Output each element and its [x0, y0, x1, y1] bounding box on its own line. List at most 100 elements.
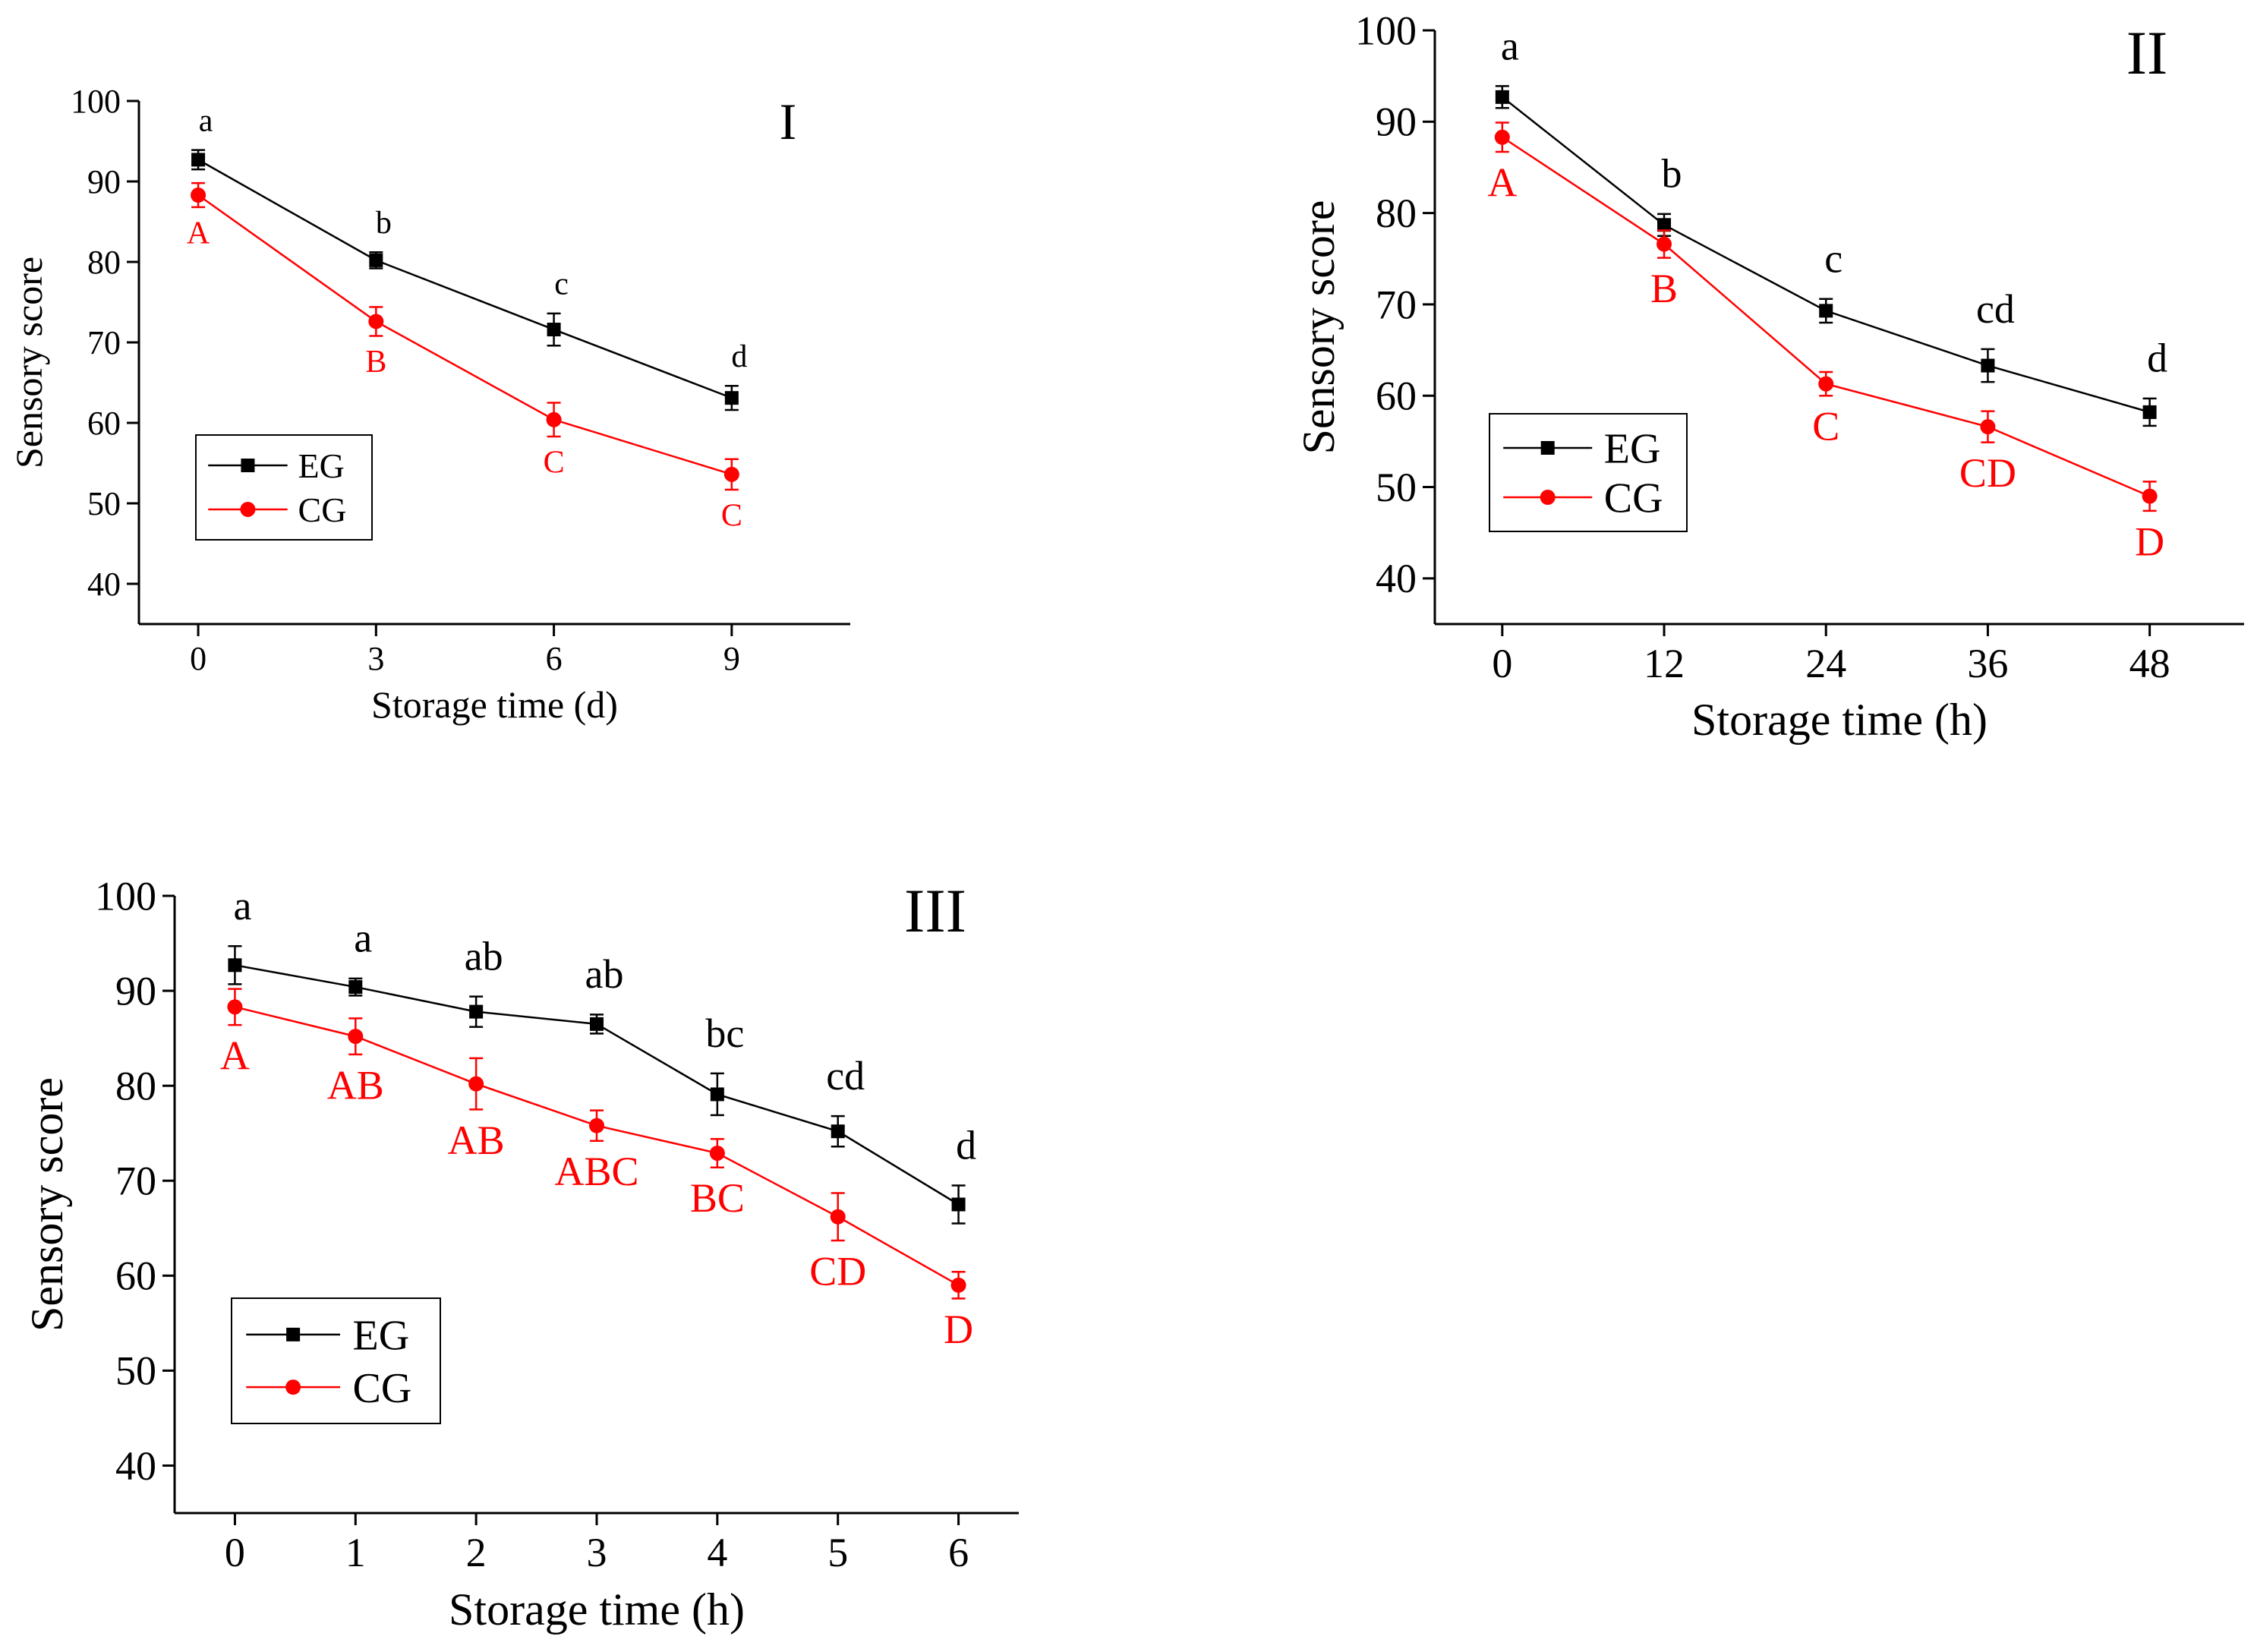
data-point-CG: [348, 1029, 364, 1045]
x-tick-label: 9: [723, 640, 740, 677]
y-tick-label: 100: [1355, 8, 1417, 53]
legend-marker-CG: [285, 1379, 301, 1395]
data-point-CG: [589, 1118, 604, 1133]
significance-letter: C: [1812, 404, 1839, 449]
chart-panel-1: 40 50 60 70 80 90 100 0 3 6 9 Storage time (d) Senso…: [8, 83, 850, 726]
data-point-CG: [2142, 488, 2158, 504]
y-tick-label: 100: [95, 873, 156, 919]
chart-panel-2: 40 50 60 70 80 90 100 0 12 24 36 48 Storage time (h)…: [1294, 8, 2244, 745]
y-tick-label: 50: [1376, 465, 1417, 510]
significance-letter: a: [233, 883, 251, 928]
significance-letter: c: [554, 267, 569, 302]
y-tick-label: 70: [115, 1159, 156, 1204]
significance-letter: D: [944, 1307, 973, 1352]
data-point-CG: [227, 999, 243, 1015]
x-tick-label: 1: [345, 1530, 366, 1575]
legend-box: [231, 1297, 441, 1424]
data-point-CG: [368, 314, 384, 329]
significance-letter: d: [956, 1122, 976, 1168]
series-line-EG: [197, 159, 733, 399]
significance-letter: A: [187, 216, 210, 251]
y-tick-label: 60: [1376, 374, 1417, 419]
significance-letter: b: [1662, 151, 1682, 197]
panel-label: I: [780, 93, 797, 150]
significance-letter: B: [1650, 266, 1678, 311]
y-tick-label: 60: [115, 1253, 156, 1299]
x-tick-label: 12: [1644, 641, 1685, 686]
legend-marker-EG: [286, 1327, 301, 1341]
data-point-EG: [2142, 405, 2157, 419]
series-line-CG: [235, 1006, 960, 1286]
significance-letter: C: [544, 445, 565, 480]
legend-marker-EG: [241, 459, 255, 473]
legend-label-CG: CG: [353, 1365, 412, 1412]
x-tick-label: 48: [2129, 641, 2170, 686]
significance-letter: bc: [705, 1010, 744, 1056]
data-point-EG: [191, 153, 206, 167]
significance-letter: C: [721, 498, 742, 533]
x-tick-label: 0: [190, 640, 206, 677]
data-point-CG: [191, 188, 206, 203]
data-point-CG: [1656, 236, 1672, 252]
significance-letter: a: [354, 916, 372, 961]
x-tick-label: 6: [948, 1530, 969, 1575]
y-axis-title: Sensory score: [1294, 200, 1344, 455]
significance-letter: ab: [585, 951, 624, 997]
significance-letter: B: [365, 345, 386, 380]
data-point-EG: [1657, 218, 1672, 232]
data-point-CG: [1980, 419, 1996, 435]
x-tick-label: 2: [466, 1530, 487, 1575]
x-tick-label: 5: [827, 1530, 848, 1575]
data-point-CG: [1818, 376, 1834, 392]
legend-box: [195, 434, 373, 541]
x-axis-title: Storage time (h): [1691, 695, 1987, 745]
y-axis-title: Sensory score: [22, 1077, 72, 1332]
panel-label: II: [2126, 18, 2168, 87]
x-tick-label: 3: [587, 1530, 607, 1575]
y-tick-label: 80: [87, 244, 121, 281]
data-point-EG: [547, 323, 561, 337]
significance-letter: A: [220, 1033, 250, 1079]
data-point-CG: [830, 1209, 846, 1225]
significance-letter: cd: [1976, 286, 2015, 332]
legend-label-CG: CG: [1604, 475, 1663, 522]
data-point-EG: [724, 391, 739, 405]
significance-letter: a: [199, 103, 213, 138]
significance-letter: c: [1824, 236, 1842, 282]
significance-letter: CD: [1959, 450, 2016, 496]
legend-label-EG: EG: [1604, 426, 1661, 473]
significance-letter: BC: [690, 1175, 745, 1221]
data-point-CG: [709, 1145, 725, 1161]
x-tick-label: 24: [1805, 641, 1846, 686]
y-tick-label: 80: [115, 1064, 156, 1109]
significance-letter: D: [2135, 519, 2164, 564]
y-tick-label: 40: [115, 1443, 156, 1489]
y-tick-label: 70: [87, 324, 121, 361]
significance-letter: AB: [448, 1118, 505, 1163]
y-tick-label: 60: [87, 405, 121, 442]
y-tick-label: 90: [1376, 99, 1417, 145]
significance-letter: a: [1501, 23, 1519, 68]
data-point-EG: [1495, 90, 1509, 104]
data-point-EG: [369, 253, 383, 267]
x-tick-label: 0: [1492, 641, 1512, 686]
significance-letter: cd: [826, 1053, 865, 1099]
x-tick-label: 36: [1967, 641, 2008, 686]
data-point-EG: [1981, 358, 1995, 373]
data-point-EG: [348, 980, 363, 995]
x-tick-label: 4: [707, 1530, 727, 1575]
significance-letter: d: [731, 339, 747, 374]
data-point-EG: [469, 1004, 484, 1019]
y-tick-label: 90: [115, 968, 156, 1014]
x-tick-label: 3: [367, 640, 384, 677]
y-tick-label: 40: [87, 566, 121, 603]
legend-marker-CG: [240, 501, 256, 517]
series-line-CG: [197, 194, 733, 476]
y-tick-label: 50: [115, 1348, 156, 1394]
y-tick-label: 100: [71, 83, 121, 120]
y-tick-label: 70: [1376, 282, 1417, 327]
